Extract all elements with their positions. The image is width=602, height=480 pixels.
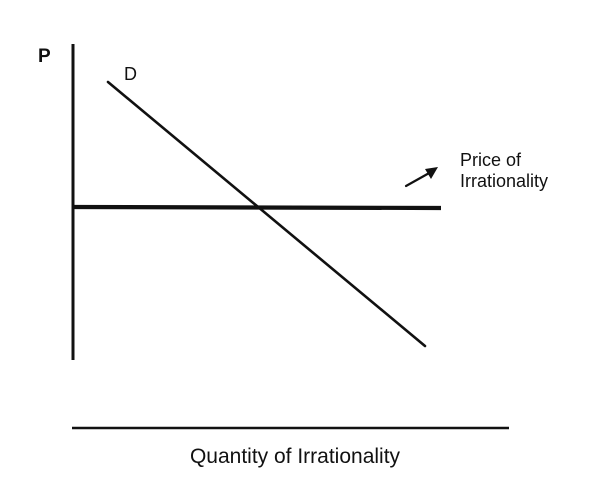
demand-curve xyxy=(106,80,427,348)
arrow-up-right-icon xyxy=(404,167,438,188)
price-line xyxy=(72,204,442,211)
price-line-label-line-1: Price of xyxy=(460,150,522,170)
x-axis-label: Quantity of Irrationality xyxy=(189,445,401,468)
demand-curve-label: D xyxy=(124,64,137,84)
price-line-label-line-2: Irrationality xyxy=(460,170,549,191)
y-axis-label: P xyxy=(38,46,51,67)
x-axis-label-container: Quantity of Irrationality xyxy=(0,445,602,469)
price-line-label: Price of Irrationality xyxy=(460,150,548,191)
